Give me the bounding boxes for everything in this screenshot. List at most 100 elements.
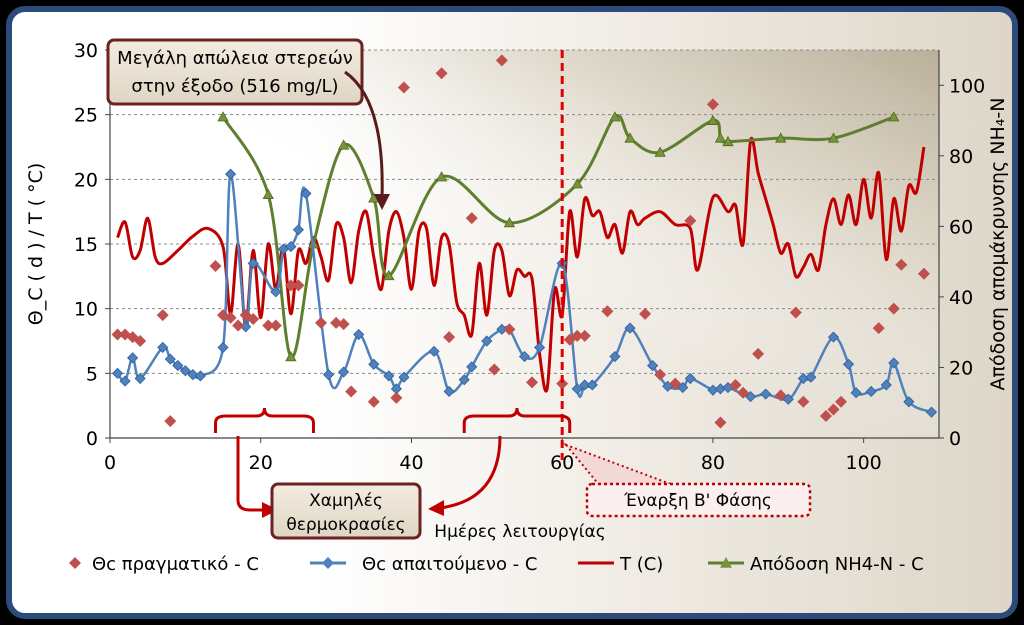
y-left-tick-label: 30	[74, 40, 98, 62]
annotation-arrowhead	[428, 500, 444, 516]
data-point	[368, 358, 380, 370]
data-point	[639, 307, 652, 320]
data-point	[888, 111, 900, 122]
data-point	[398, 371, 410, 383]
data-point	[383, 269, 395, 281]
data-point	[534, 341, 546, 354]
legend-marker	[69, 557, 81, 569]
data-point	[850, 387, 862, 399]
data-point	[601, 305, 614, 318]
bracket	[214, 407, 315, 433]
annotation-text: Έναρξη Β' Φάσης	[623, 491, 772, 511]
annotation-text: στην έξοδο (516 mg/L)	[131, 76, 338, 97]
data-point	[367, 395, 380, 408]
legend: Θc πραγματικό - C Θc απαιτούμενο - C T (C)…	[69, 554, 924, 575]
data-point	[390, 391, 403, 404]
data-point	[819, 410, 832, 423]
data-point	[586, 379, 598, 391]
data-point	[262, 319, 275, 332]
data-point	[827, 403, 840, 416]
data-point	[194, 370, 207, 382]
y-left-tick-label: 0	[86, 428, 98, 450]
data-point	[624, 132, 636, 143]
legend-item: Θc απαιτούμενο - C	[310, 554, 537, 575]
annotation-phase-start: Έναρξη Β' Φάσης	[563, 442, 812, 518]
data-point	[722, 135, 734, 147]
data-point	[435, 67, 448, 80]
bracket	[462, 407, 572, 433]
data-point	[179, 365, 191, 377]
data-point	[880, 379, 892, 391]
y-right-tick-label: 100	[949, 75, 985, 97]
data-point	[247, 313, 260, 326]
data-point	[322, 369, 335, 381]
data-point	[518, 350, 531, 363]
data-point	[285, 241, 297, 253]
legend-item: Απόδοση NH4-N - C	[708, 554, 924, 575]
series-3	[217, 111, 900, 362]
data-point	[775, 132, 787, 143]
data-point	[119, 375, 131, 387]
data-point	[714, 416, 727, 429]
data-point	[458, 374, 470, 386]
y-left-tick-label: 20	[74, 169, 98, 191]
data-point	[903, 396, 915, 408]
data-point	[495, 54, 508, 67]
data-point	[872, 322, 885, 335]
data-point	[654, 368, 667, 381]
annotation-box	[106, 38, 364, 106]
data-point	[684, 214, 697, 227]
data-point	[111, 328, 124, 341]
data-point	[888, 357, 900, 369]
y-axis-label-right: Απόδοση απομάκρυνσης NH₄-N	[987, 98, 1009, 391]
series-0	[111, 54, 930, 429]
y-right-tick-label: 20	[949, 357, 973, 379]
data-point	[729, 378, 742, 391]
data-point	[247, 257, 259, 269]
data-point	[782, 393, 794, 405]
data-point	[571, 383, 583, 395]
legend-item: T (C)	[578, 554, 663, 575]
data-point	[669, 377, 682, 390]
x-tick-label: 100	[846, 452, 882, 474]
annotation-box	[585, 482, 812, 518]
data-point	[209, 259, 222, 272]
data-point	[338, 366, 350, 378]
data-point	[225, 168, 237, 180]
data-point	[887, 302, 900, 315]
y-right-tick-label: 60	[949, 216, 973, 238]
legend-marker	[720, 557, 732, 568]
data-point	[805, 371, 817, 383]
data-point	[187, 369, 199, 381]
data-point	[842, 358, 855, 370]
data-point	[443, 385, 455, 398]
data-point	[647, 360, 659, 372]
y-right-tick-label: 40	[949, 287, 973, 309]
annotation-box	[270, 482, 422, 540]
y-left-tick-label: 5	[86, 363, 98, 385]
data-point	[224, 311, 237, 324]
data-point	[737, 386, 750, 399]
legend-label: Απόδοση NH4-N - C	[750, 554, 924, 575]
data-point	[835, 395, 848, 408]
data-point	[752, 347, 765, 360]
annotation-arrow	[439, 435, 502, 510]
data-point	[443, 331, 456, 344]
data-point	[232, 319, 245, 332]
data-point	[270, 286, 282, 298]
data-point	[127, 352, 139, 364]
data-point	[865, 385, 877, 398]
data-point	[269, 319, 282, 332]
data-point	[571, 329, 584, 342]
axes: 0 5 10 15 20 25 30 0 20 40 60 80 100 0 20 40 60 80 100 Ημέρ…	[25, 40, 1009, 542]
annotations-layer: Μεγάλη απώλεια στερεών στην έξοδο (516 mg…	[106, 38, 812, 540]
series-line	[116, 136, 926, 393]
data-point	[760, 388, 772, 400]
legend-label: Θc πραγματικό - C	[92, 554, 259, 575]
data-point	[345, 385, 358, 398]
annotation-text: θερμοκρασίες	[286, 515, 405, 535]
data-point	[917, 267, 930, 280]
data-point	[466, 361, 478, 373]
data-point	[111, 367, 124, 379]
data-point	[571, 178, 583, 189]
